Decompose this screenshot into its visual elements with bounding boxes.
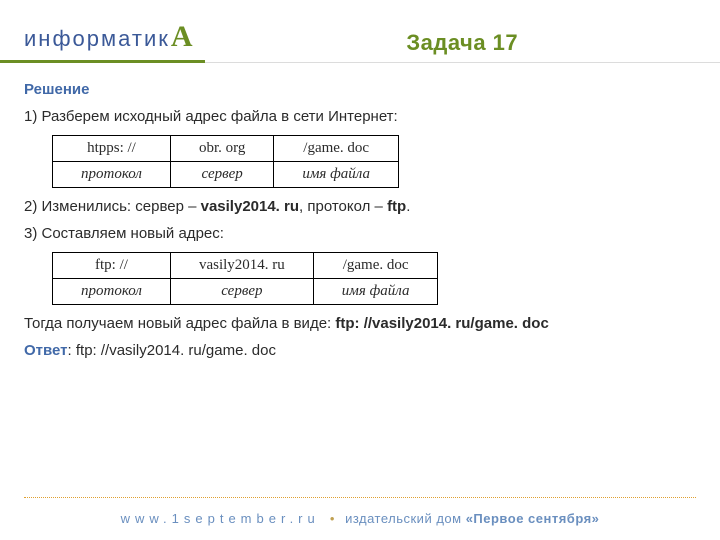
answer-label: Ответ (24, 342, 68, 359)
cell: /game. doc (313, 253, 438, 279)
cell: сервер (170, 279, 313, 305)
table-row: ftp: // vasily2014. ru /game. doc (53, 253, 438, 279)
cell: vasily2014. ru (170, 253, 313, 279)
footer-house: «Первое сентября» (466, 511, 600, 526)
cell: htpps: // (53, 136, 171, 162)
cell: ftp: // (53, 253, 171, 279)
result-url: ftp: //vasily2014. ru/game. doc (335, 315, 548, 332)
table-row: протокол сервер имя файла (53, 162, 399, 188)
server-value: vasily2014. ru (201, 198, 299, 215)
conclusion: Тогда получаем новый адрес файла в виде:… (24, 315, 696, 332)
logo-cap: А (171, 20, 193, 54)
logo: информатикА (0, 20, 205, 63)
footer-divider (24, 497, 696, 498)
text: 2) Изменились: сервер – (24, 198, 201, 215)
step-1-text: 1) Разберем исходный адрес файла в сети … (24, 108, 696, 125)
cell: сервер (170, 162, 273, 188)
table-row: протокол сервер имя файла (53, 279, 438, 305)
table-row: htpps: // obr. org /game. doc (53, 136, 399, 162)
dot-icon: • (330, 511, 335, 526)
cell: протокол (53, 162, 171, 188)
footer: www.1september.ru • издательский дом «Пе… (0, 511, 720, 526)
header: информатикА Задача 17 (0, 0, 720, 63)
table-1: htpps: // obr. org /game. doc протокол с… (52, 135, 399, 188)
cell: obr. org (170, 136, 273, 162)
cell: /game. doc (274, 136, 399, 162)
text: Тогда получаем новый адрес файла в виде: (24, 315, 335, 332)
answer: Ответ: ftp: //vasily2014. ru/game. doc (24, 342, 696, 359)
step-2-text: 2) Изменились: сервер – vasily2014. ru, … (24, 198, 696, 215)
logo-text: информатик (24, 26, 170, 52)
text: , протокол – (299, 198, 387, 215)
footer-house-prefix: издательский дом (345, 511, 466, 526)
solution-heading: Решение (24, 81, 696, 98)
text: . (406, 198, 410, 215)
cell: имя файла (274, 162, 399, 188)
answer-text: : ftp: //vasily2014. ru/game. doc (68, 342, 276, 359)
content: Решение 1) Разберем исходный адрес файла… (0, 63, 720, 359)
cell: протокол (53, 279, 171, 305)
table-2: ftp: // vasily2014. ru /game. doc проток… (52, 252, 438, 305)
task-title: Задача 17 (205, 30, 720, 62)
step-3-text: 3) Составляем новый адрес: (24, 225, 696, 242)
footer-url: www.1september.ru (121, 511, 320, 526)
protocol-value: ftp (387, 198, 406, 215)
cell: имя файла (313, 279, 438, 305)
